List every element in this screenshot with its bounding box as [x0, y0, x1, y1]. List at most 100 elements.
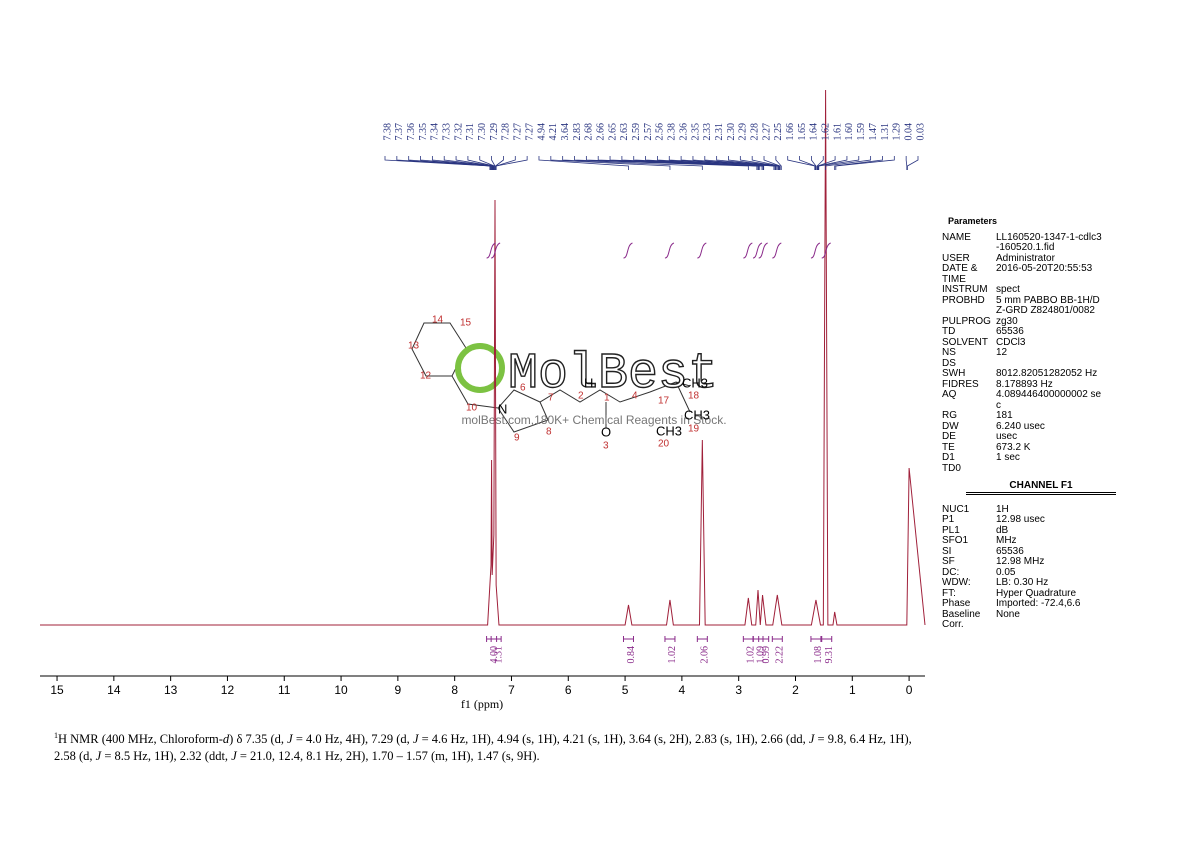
- integral-label: 4.00: [489, 646, 500, 664]
- peak-label: 7.28: [501, 123, 512, 141]
- peak-connector: [716, 156, 779, 170]
- parameter-row: P1 12.98 usec: [942, 514, 1104, 526]
- peak-connector: [431, 156, 493, 170]
- peak-connector: [739, 156, 780, 170]
- parameter-value: CDCl3: [996, 336, 1026, 348]
- parameter-value: 12: [996, 347, 1008, 358]
- peak-label: 2.57: [643, 123, 654, 141]
- peak-connector: [775, 156, 782, 170]
- peak-connector: [817, 156, 848, 170]
- peak-connector: [396, 156, 491, 170]
- peak-connector: [491, 156, 496, 170]
- integral-curve: [810, 242, 821, 259]
- parameter-row: Baseline None: [942, 609, 1104, 621]
- x-tick-label: 3: [735, 683, 742, 697]
- integral-curve: [623, 242, 633, 259]
- integral-label: 2.06: [700, 646, 711, 664]
- peak-label: 4.21: [548, 123, 559, 141]
- x-tick-label: 4: [679, 683, 686, 697]
- description-text: J: [808, 732, 815, 747]
- peak-connector: [495, 156, 504, 170]
- parameter-row: DS: [942, 358, 1104, 370]
- parameter-key: RG: [942, 410, 957, 421]
- x-tick-label: 9: [395, 683, 402, 697]
- parameter-value: 0.05: [996, 566, 1016, 578]
- integral-bracket: [490, 636, 502, 642]
- peak-label: 7.31: [465, 123, 476, 141]
- peak-connector: [657, 156, 765, 170]
- peak-connector: [799, 156, 816, 170]
- peak-label: 7.36: [406, 123, 417, 141]
- x-tick-label: 13: [164, 683, 178, 697]
- parameter-key: PULPROG: [942, 315, 991, 327]
- parameter-row: SF 12.98 MHz: [942, 556, 1104, 568]
- atom-label: O: [601, 424, 611, 439]
- parameter-key: TD: [942, 326, 956, 337]
- parameter-key: SF: [942, 556, 955, 567]
- x-tick-label: 2: [792, 683, 799, 697]
- structure-labels: 14 15 13 12 10 N 6 7 8 9 H 2 1 4 17 18 1…: [408, 315, 710, 452]
- peak-label: 1.59: [856, 123, 867, 141]
- structure: [411, 322, 691, 433]
- parameter-row: DC: 0.05: [942, 566, 1104, 579]
- parameter-row: FIDRES 8.178893 Hz: [942, 379, 1104, 391]
- parameter-key: DATE & TIME: [942, 263, 978, 285]
- peak-connector: [479, 156, 495, 170]
- parameter-row: FT: Hyper Quadrature: [942, 588, 1104, 600]
- integral-curve: [758, 242, 768, 259]
- parameters-panel: Parameters NAME LL160520-1347-1-cdlc3-160…: [942, 216, 1116, 631]
- parameter-key: D1: [942, 452, 955, 463]
- peak-label: 7.27: [513, 123, 524, 141]
- x-tick-label: 12: [221, 683, 235, 697]
- peak-label: 2.63: [619, 123, 630, 141]
- parameter-value: usec: [996, 431, 1018, 442]
- peak-label: 2.31: [714, 123, 725, 141]
- x-tick-label: 10: [334, 683, 348, 697]
- peak-connector: [835, 156, 895, 170]
- atom-label: CH3: [656, 423, 682, 438]
- integral-bracket: [696, 636, 708, 642]
- peak-connector: [817, 156, 836, 170]
- parameter-value: Imported: -72.4,6.6: [996, 598, 1081, 609]
- parameter-key: TE: [942, 441, 955, 453]
- integral-bracket: [664, 636, 676, 642]
- integral-curve: [821, 242, 831, 259]
- parameter-row: SFO1 MHz: [942, 535, 1104, 547]
- peak-connector: [816, 156, 824, 170]
- atom-label: 1: [604, 393, 610, 404]
- peak-label: 2.66: [595, 123, 606, 141]
- parameter-row: D1 1 sec: [942, 452, 1104, 464]
- parameter-value: MHz: [996, 535, 1017, 546]
- peak-label: 2.38: [667, 123, 678, 141]
- integral-bracket: [821, 636, 833, 642]
- peak-label: 3.64: [560, 123, 571, 141]
- parameter-value: spect: [996, 284, 1020, 295]
- parameter-row: PULPROG zg30: [942, 315, 1104, 328]
- peak-label: 7.27: [524, 123, 535, 141]
- parameter-value: [996, 620, 1104, 631]
- integral-label: 1.31: [493, 646, 504, 664]
- description-text: = 4.6 Hz, 1H), 4.94 (s, 1H), 4.21 (s, 1H…: [418, 732, 809, 747]
- peak-label: 2.65: [607, 123, 618, 141]
- parameter-row: SWH 8012.82051282052 Hz: [942, 368, 1104, 380]
- peak-connector: [905, 156, 908, 170]
- peak-label: 7.29: [489, 123, 500, 141]
- peak-connector: [550, 156, 671, 170]
- atom-label: 3: [603, 441, 609, 452]
- description-text: d: [222, 732, 230, 747]
- description-text: J: [287, 732, 293, 747]
- parameter-row: INSTRUM spect: [942, 284, 1104, 296]
- integral-label: 1.02: [667, 646, 678, 664]
- atom-label: 7: [548, 393, 554, 404]
- parameter-key: Phase: [942, 598, 971, 609]
- parameter-value: 181: [996, 410, 1013, 421]
- peak-connector: [704, 156, 778, 170]
- x-tick-label: 5: [622, 683, 629, 697]
- parameter-value: 5 mm PABBO BB-1H/D Z-GRD Z824801/0082: [996, 294, 1100, 316]
- x-tick-label: 11: [278, 683, 291, 697]
- watermark-subtitle: molBest.com,180K+ Chemical Reagents in S…: [461, 413, 726, 427]
- integral-curve: [743, 242, 753, 259]
- parameter-row: NAME LL160520-1347-1-cdlc3-160520.1.fid: [942, 232, 1104, 254]
- atom-label: 2: [578, 391, 584, 402]
